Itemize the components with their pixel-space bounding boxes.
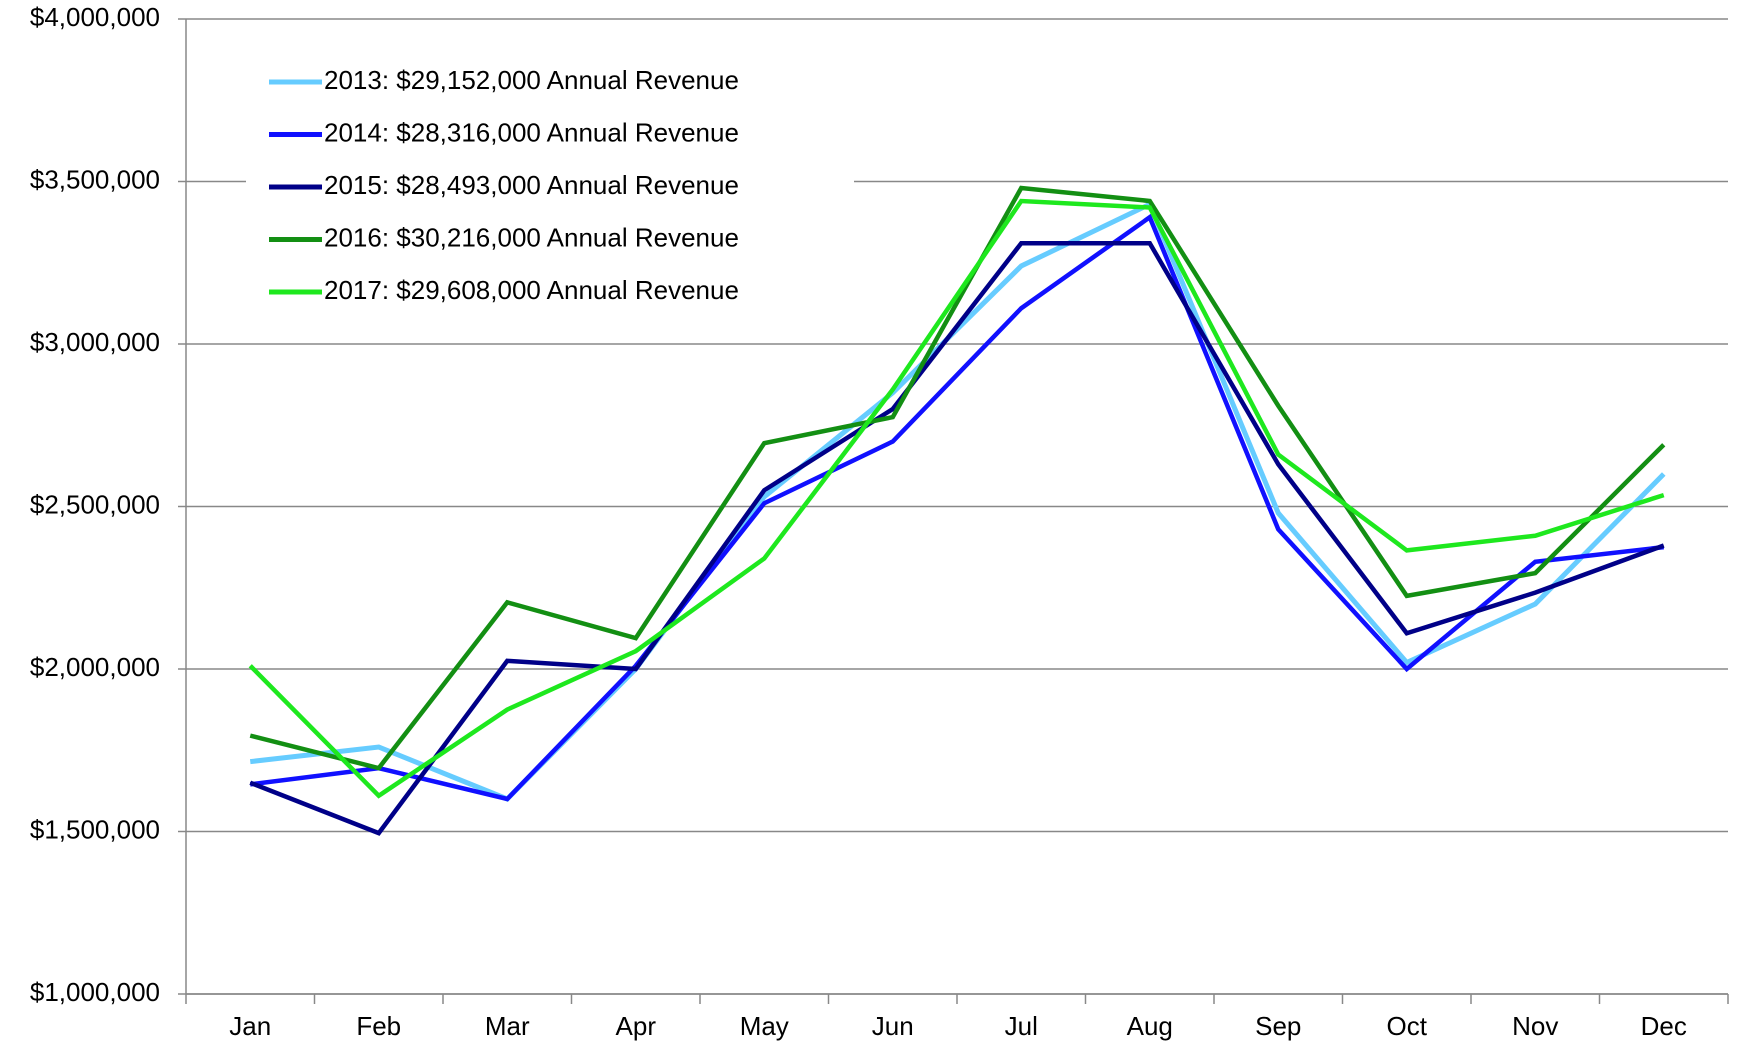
series-line	[248, 198, 1665, 799]
y-tick-label: $1,500,000	[30, 814, 160, 844]
x-tick-label: Apr	[616, 1011, 657, 1041]
x-tick-label: Jul	[1005, 1011, 1038, 1041]
y-tick-label: $2,500,000	[30, 489, 160, 519]
legend-label: 2017: $29,608,000 Annual Revenue	[324, 275, 739, 305]
x-tick-label: Nov	[1512, 1011, 1558, 1041]
series-line	[249, 241, 1665, 836]
x-tick-label: Feb	[356, 1011, 401, 1041]
x-tick-label: May	[740, 1011, 789, 1041]
legend-label: 2014: $28,316,000 Annual Revenue	[324, 117, 739, 147]
x-tick-label: Aug	[1127, 1011, 1173, 1041]
legend-label: 2013: $29,152,000 Annual Revenue	[324, 65, 739, 95]
x-tick-label: Oct	[1387, 1011, 1428, 1041]
x-tick-label: Jan	[229, 1011, 271, 1041]
series-line	[249, 185, 1666, 771]
series-line	[249, 213, 1665, 802]
y-tick-label: $4,000,000	[30, 2, 160, 32]
x-tick-label: Jun	[872, 1011, 914, 1041]
y-tick-label: $2,000,000	[30, 652, 160, 682]
x-tick-label: Dec	[1641, 1011, 1687, 1041]
legend-box	[246, 39, 854, 301]
y-tick-label: $1,000,000	[30, 977, 160, 1007]
x-tick-label: Sep	[1255, 1011, 1301, 1041]
legend-label: 2016: $30,216,000 Annual Revenue	[324, 222, 739, 252]
y-tick-label: $3,000,000	[30, 327, 160, 357]
x-tick-label: Mar	[485, 1011, 530, 1041]
legend-label: 2015: $28,493,000 Annual Revenue	[324, 170, 739, 200]
y-tick-label: $3,500,000	[30, 164, 160, 194]
